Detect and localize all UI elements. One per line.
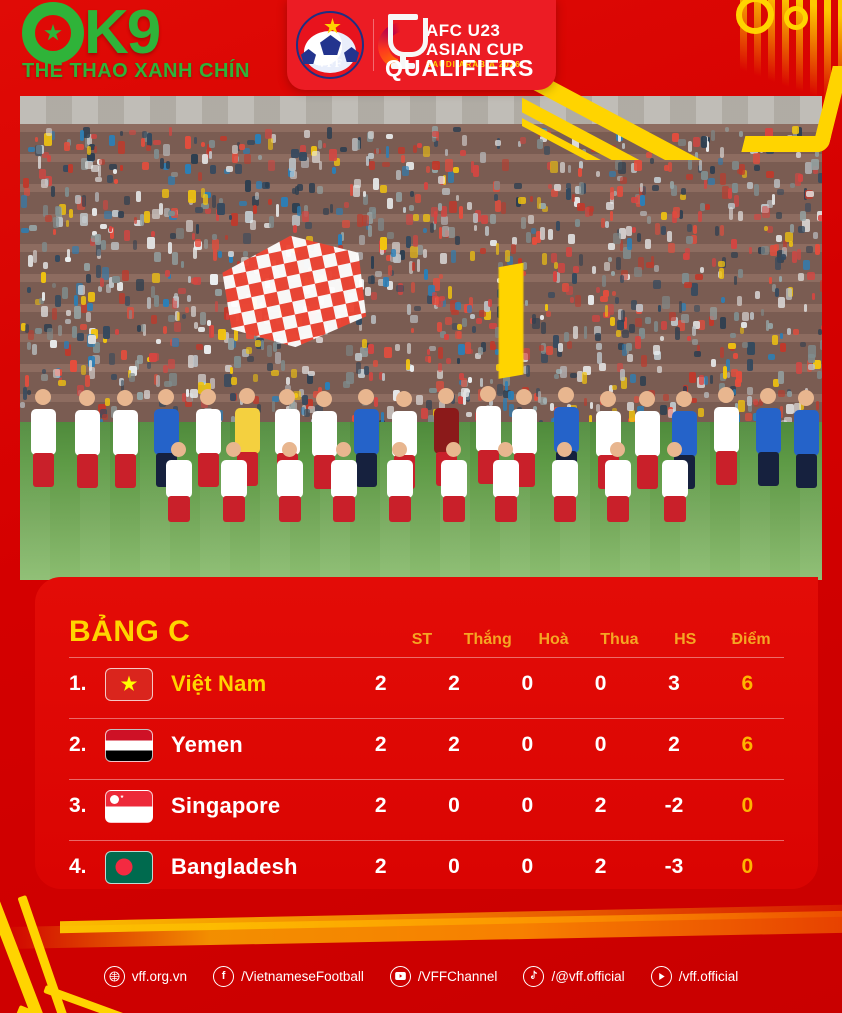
footer-link-play[interactable]: /vff.official xyxy=(651,966,739,987)
stat-st: 2 xyxy=(344,672,417,696)
team-name: Việt Nam xyxy=(171,671,344,697)
footer-link-label: /@vff.official xyxy=(551,969,624,984)
stat-diem: 0 xyxy=(711,855,784,879)
decor-stripe xyxy=(17,895,104,1013)
qualifiers-label: QUALIFIERS xyxy=(385,55,534,82)
stat-st: 2 xyxy=(344,733,417,757)
column-header-2: Hoà xyxy=(521,631,587,649)
vff-label: VFF xyxy=(298,56,362,71)
decor-stripe xyxy=(16,1005,233,1013)
footer-link-tiktok[interactable]: /@vff.official xyxy=(523,966,624,987)
bottom-left-decoration xyxy=(0,889,290,1013)
stat-diem: 6 xyxy=(711,733,784,757)
row-rank: 2. xyxy=(69,733,105,757)
footer-link-facebook[interactable]: f/VietnameseFootball xyxy=(213,966,364,987)
stat-st: 2 xyxy=(344,794,417,818)
globe-icon xyxy=(104,966,125,987)
stat-thua: 2 xyxy=(564,855,637,879)
team-name: Yemen xyxy=(171,732,344,758)
table-row[interactable]: 4. Bangladesh 2 0 0 2 -3 0 xyxy=(69,841,784,893)
column-header-4: HS xyxy=(652,631,718,649)
stat-thang: 2 xyxy=(417,672,490,696)
stat-thua: 0 xyxy=(564,733,637,757)
stat-hs: 2 xyxy=(637,733,710,757)
afc-line-1: AFC U23 xyxy=(426,22,524,39)
stat-hoa: 0 xyxy=(491,733,564,757)
ok9-letters: K9 xyxy=(84,4,159,63)
group-title: BẢNG C xyxy=(69,615,389,649)
ok9-o-star-icon xyxy=(22,2,84,64)
footer-link-label: vff.org.vn xyxy=(132,969,187,984)
stat-diem: 0 xyxy=(711,794,784,818)
row-rank: 3. xyxy=(69,794,105,818)
stat-hs: 3 xyxy=(637,672,710,696)
ok9-wordmark: K9 xyxy=(22,2,250,64)
stat-thang: 2 xyxy=(417,733,490,757)
decor-stripe xyxy=(0,891,86,1013)
ok9-logo: K9 THỂ THAO XANH CHÍN xyxy=(22,2,250,83)
youtube-icon xyxy=(390,966,411,987)
footer-link-label: /VietnameseFootball xyxy=(241,969,364,984)
vff-logo: VFF xyxy=(287,11,373,79)
team-name: Bangladesh xyxy=(171,854,344,880)
standings-rows: 1. Việt Nam 2 2 0 0 3 6 2. Yemen 2 2 0 0 2 6 3. Singapore… xyxy=(69,658,784,893)
bangladesh-flag xyxy=(105,851,153,884)
stat-hs: -3 xyxy=(637,855,710,879)
yemen-flag xyxy=(105,729,153,762)
table-row[interactable]: 1. Việt Nam 2 2 0 0 3 6 xyxy=(69,658,784,710)
stat-hs: -2 xyxy=(637,794,710,818)
team-name: Singapore xyxy=(171,793,344,819)
stat-hoa: 0 xyxy=(491,794,564,818)
column-header-5: Điểm xyxy=(718,631,784,649)
play-icon xyxy=(651,966,672,987)
stat-hoa: 0 xyxy=(491,672,564,696)
decorative-ring-small-icon xyxy=(784,6,808,30)
column-header-0: ST xyxy=(389,631,455,649)
standings-card: BẢNG C ST Thắng Hoà Thua HS Điểm 1. Việt Nam 2 2… xyxy=(35,577,818,889)
vietnam-flag xyxy=(105,668,153,701)
tiktok-icon xyxy=(523,966,544,987)
column-headers: ST Thắng Hoà Thua HS Điểm xyxy=(389,631,784,649)
column-header-3: Thua xyxy=(586,631,652,649)
stat-thang: 0 xyxy=(417,855,490,879)
players-row xyxy=(20,310,822,540)
row-rank: 1. xyxy=(69,672,105,696)
column-header-1: Thắng xyxy=(455,631,521,649)
singapore-flag xyxy=(105,790,153,823)
footer-link-globe[interactable]: vff.org.vn xyxy=(104,966,187,987)
decorative-ring-icon xyxy=(736,0,774,34)
stat-hoa: 0 xyxy=(491,855,564,879)
stat-diem: 6 xyxy=(711,672,784,696)
poster-root: K9 THỂ THAO XANH CHÍN VFF AFC U23 xyxy=(0,0,842,1013)
header-badge: VFF AFC U23 ASIAN CUP SAUDI ARABIA 2026 … xyxy=(287,0,556,90)
team-photo xyxy=(20,96,822,580)
footer-link-label: /VFFChannel xyxy=(418,969,498,984)
row-rank: 4. xyxy=(69,855,105,879)
footer-link-label: /vff.official xyxy=(679,969,739,984)
facebook-icon: f xyxy=(213,966,234,987)
stat-thang: 0 xyxy=(417,794,490,818)
stat-st: 2 xyxy=(344,855,417,879)
table-row[interactable]: 2. Yemen 2 2 0 0 2 6 xyxy=(69,719,784,771)
standings-header-row: BẢNG C ST Thắng Hoà Thua HS Điểm xyxy=(69,603,784,649)
footer-social-bar: vff.org.vn f/VietnameseFootball/VFFChanne… xyxy=(0,961,842,991)
table-row[interactable]: 3. Singapore 2 0 0 2 -2 0 xyxy=(69,780,784,832)
stat-thua: 0 xyxy=(564,672,637,696)
footer-link-youtube[interactable]: /VFFChannel xyxy=(390,966,498,987)
stat-thua: 2 xyxy=(564,794,637,818)
vff-crest-icon: VFF xyxy=(296,11,364,79)
